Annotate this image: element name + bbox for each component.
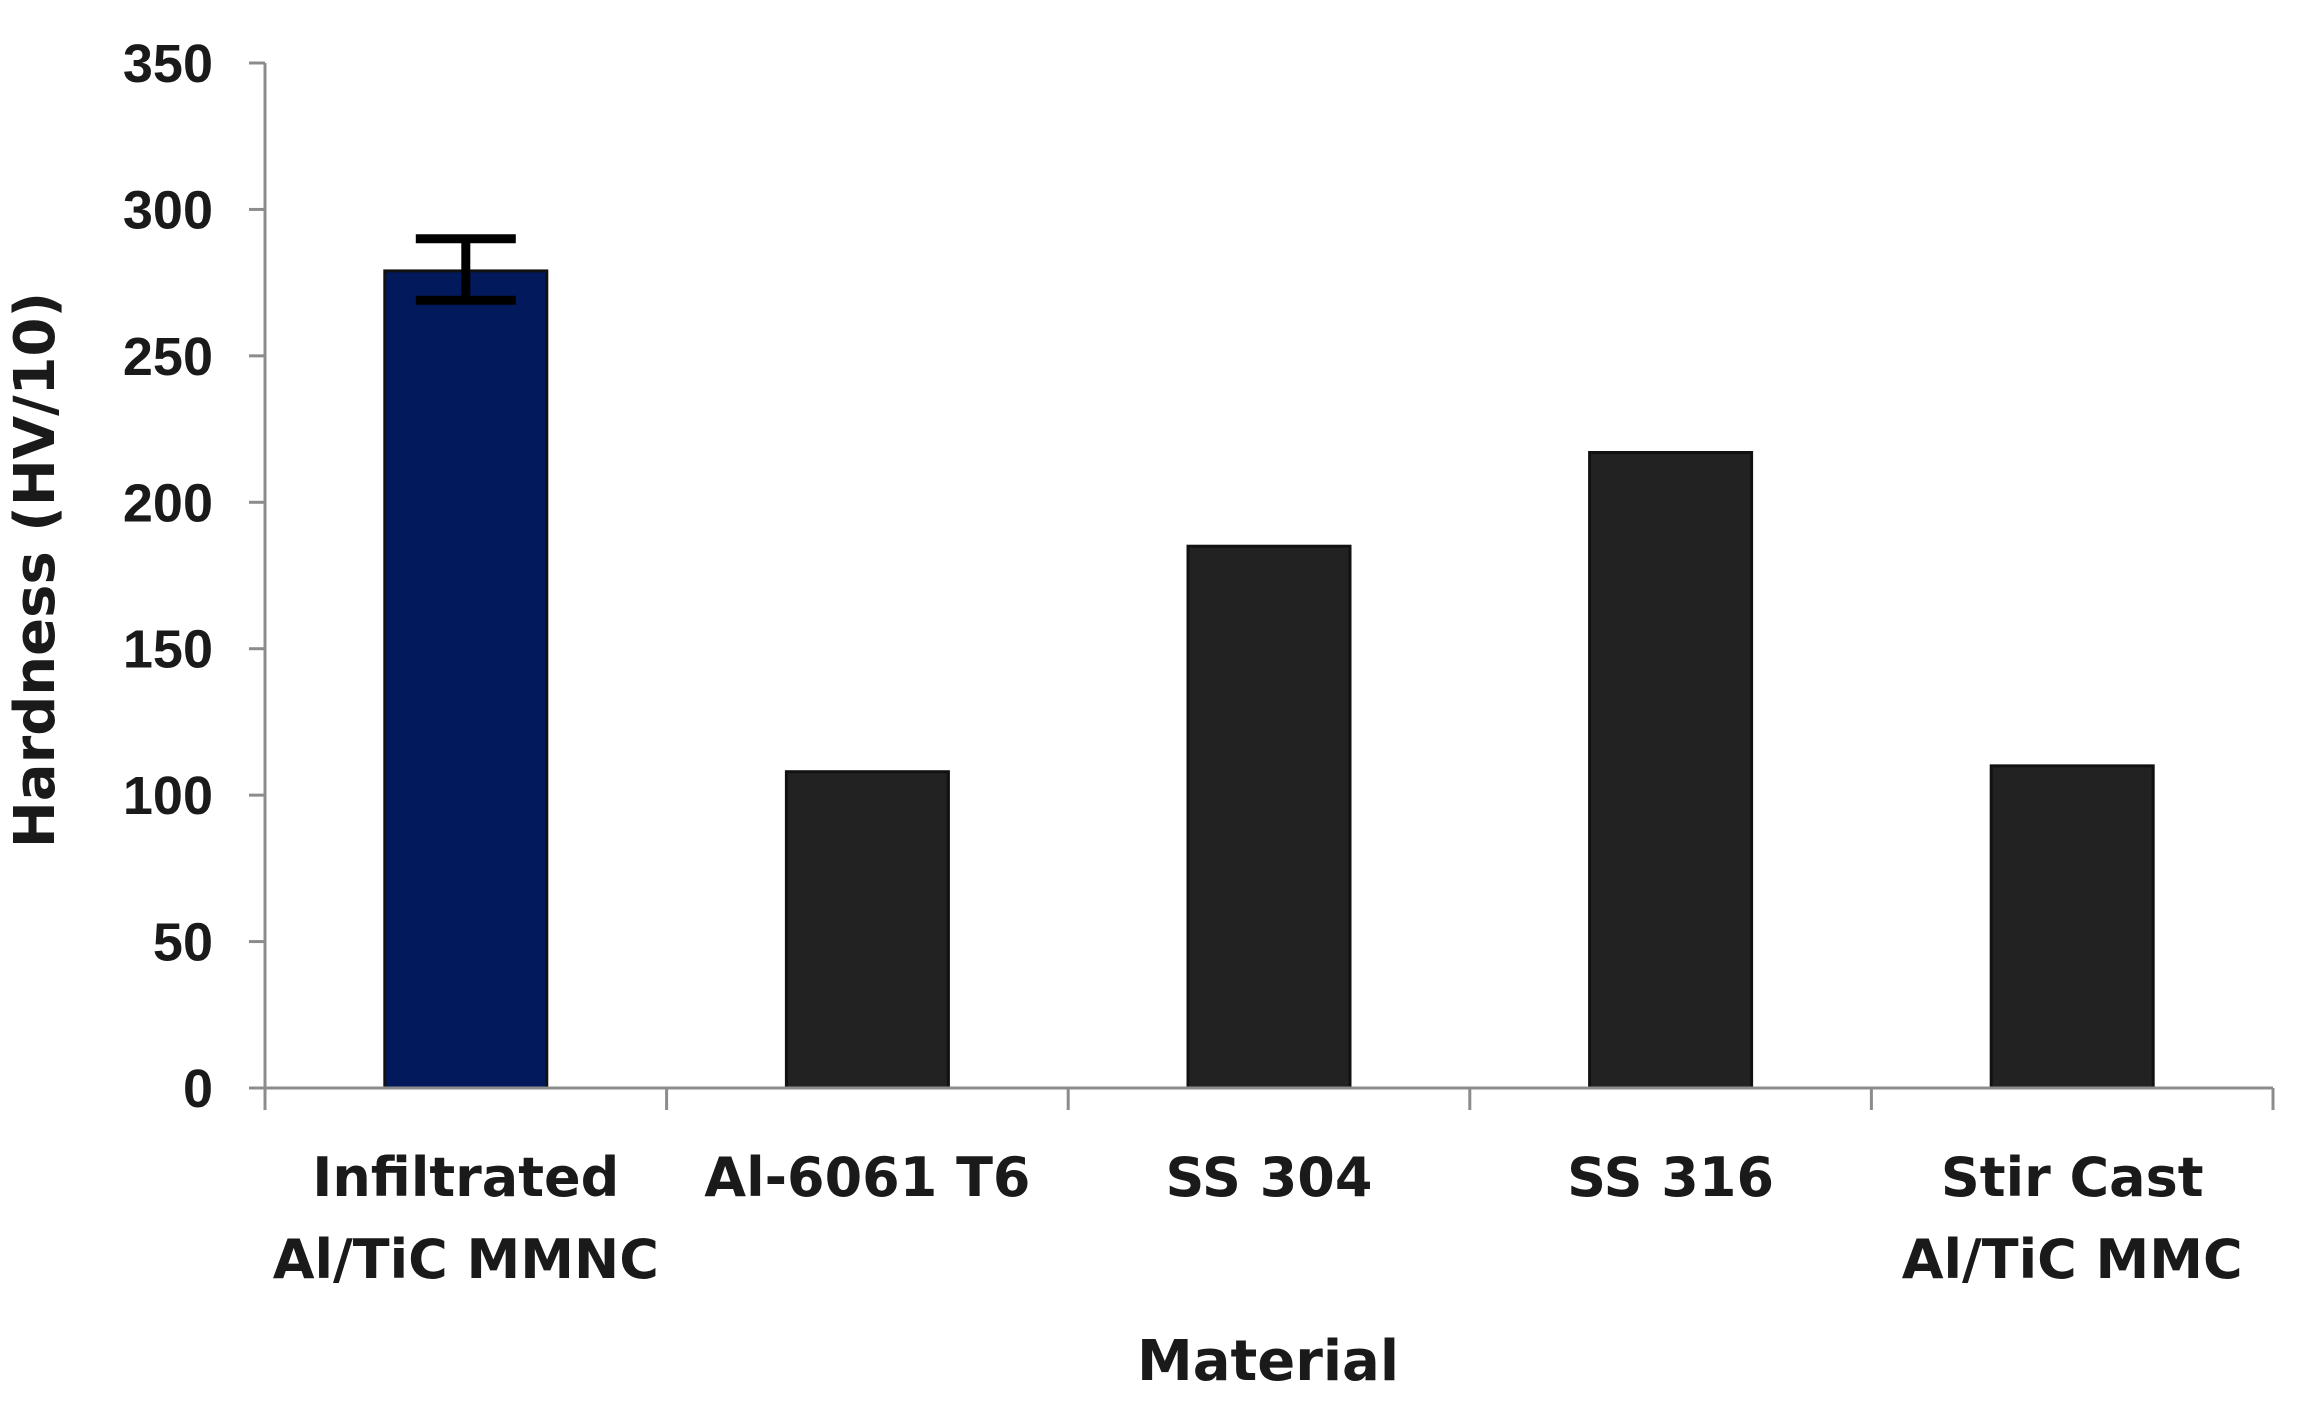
y-axis-title: Hardness (HV/10) [3, 292, 68, 848]
y-tick-label: 100 [123, 766, 213, 826]
category-label-line: SS 304 [1166, 1146, 1373, 1209]
category-label: Al-6061 T6 [704, 1146, 1030, 1209]
bar [383, 269, 549, 1090]
category-label-line: SS 316 [1567, 1146, 1774, 1209]
category-label-line: Infiltrated [312, 1146, 619, 1209]
y-axis-ticks [249, 61, 265, 1090]
category-label: Stir Cast Al/TiC MMC [1902, 1146, 2243, 1291]
y-tick-label: 50 [153, 913, 213, 973]
x-axis-title: Material [1137, 1329, 1399, 1394]
y-tick-label: 250 [123, 327, 213, 387]
x-axis-ticks [263, 1088, 2275, 1110]
y-tick-label: 350 [123, 34, 213, 94]
bar [1186, 544, 1352, 1090]
y-tick-label: 300 [123, 180, 213, 240]
y-tick-label: 150 [123, 620, 213, 680]
category-label: SS 316 [1567, 1146, 1774, 1209]
axes [263, 63, 2273, 1090]
bar [784, 770, 950, 1090]
bar [1588, 451, 1754, 1090]
y-tick-labels: 0 50 100 150 200 250 300 350 [123, 34, 213, 1119]
category-labels: Infiltrated Al/TiC MMNC Al-6061 T6 SS 304 SS… [273, 1146, 2243, 1291]
category-label-line: Stir Cast [1941, 1146, 2204, 1209]
category-label: Infiltrated Al/TiC MMNC [273, 1146, 659, 1291]
category-label-line: Al/TiC MMC [1902, 1228, 2243, 1291]
y-tick-label: 0 [183, 1059, 213, 1119]
category-label-line: Al/TiC MMNC [273, 1228, 659, 1291]
error-bars [415, 234, 516, 305]
y-tick-label: 200 [123, 473, 213, 533]
category-label-line: Al-6061 T6 [704, 1146, 1030, 1209]
bars [383, 269, 2155, 1090]
bar [1989, 764, 2155, 1090]
category-label: SS 304 [1166, 1146, 1373, 1209]
error-bar [415, 234, 516, 305]
